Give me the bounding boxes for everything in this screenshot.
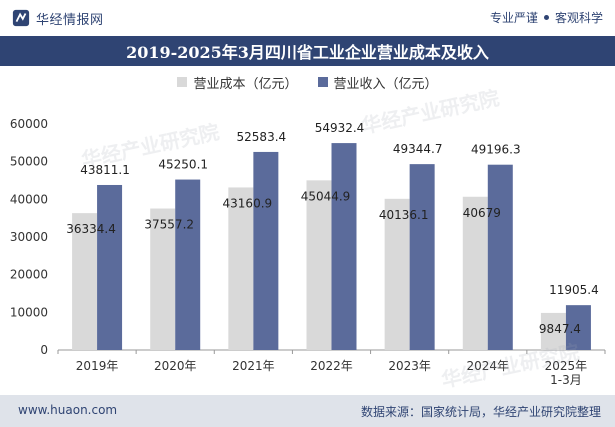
slogan-right: 客观科学 <box>554 11 603 25</box>
data-label-revenue: 11905.4 <box>549 283 599 297</box>
x-tick-label: 2024年 <box>467 359 510 373</box>
slogan-left: 专业严谨 <box>489 11 538 25</box>
data-label-revenue: 49344.7 <box>393 142 443 156</box>
y-tick-label: 20000 <box>10 268 48 282</box>
y-tick-label: 50000 <box>10 155 48 169</box>
data-label-revenue: 54932.4 <box>315 121 365 135</box>
bar-cost <box>228 187 254 350</box>
bar-revenue <box>565 305 591 350</box>
bar-cost <box>540 312 566 350</box>
data-label-cost: 43160.9 <box>223 196 273 210</box>
title-bar: 2019-2025年3月四川省工业企业营业成本及收入 <box>0 36 615 66</box>
x-tick-label: 2021年 <box>232 359 275 373</box>
slogan: 专业严谨 客观科学 <box>490 9 603 26</box>
top-bar: 华经情报网 专业严谨 客观科学 <box>0 0 615 36</box>
bar-cost <box>462 196 488 350</box>
legend-item-revenue: 营业收入（亿元） <box>317 73 438 92</box>
footer: www.huaon.com 数据来源：国家统计局，华经产业研究院整理 <box>0 395 615 427</box>
bar-revenue <box>253 151 279 350</box>
data-label-cost: 45044.9 <box>301 189 351 203</box>
data-label-revenue: 45250.1 <box>158 158 208 172</box>
x-tick-label: 2020年 <box>154 359 197 373</box>
huajing-logo-icon <box>12 9 30 27</box>
chart-legend: 营业成本（亿元） 营业收入（亿元） <box>0 72 615 92</box>
bullet-icon <box>543 15 549 20</box>
chart-title: 2019-2025年3月四川省工业企业营业成本及收入 <box>126 43 489 62</box>
data-label-cost: 9847.4 <box>539 322 581 336</box>
x-tick-label: 2022年 <box>310 359 353 373</box>
data-source: 数据来源：国家统计局，华经产业研究院整理 <box>360 405 601 419</box>
bar-cost <box>306 180 332 350</box>
data-label-cost: 36334.4 <box>66 222 116 236</box>
x-tick-label: 2023年 <box>388 359 431 373</box>
legend-swatch-cost <box>177 77 188 87</box>
bar-cost <box>384 198 410 350</box>
data-label-revenue: 49196.3 <box>471 143 521 157</box>
bar-revenue <box>487 164 513 350</box>
bar-revenue <box>97 184 123 350</box>
x-tick-label: 2025年 <box>545 359 588 373</box>
bar-revenue <box>409 164 435 350</box>
legend-label-cost: 营业成本（亿元） <box>193 76 298 92</box>
y-tick-label: 30000 <box>10 230 48 244</box>
data-label-cost: 37557.2 <box>144 218 194 232</box>
bar-cost <box>150 208 176 350</box>
y-tick-label: 10000 <box>10 305 48 319</box>
y-tick-label: 60000 <box>10 117 48 131</box>
bar-revenue <box>175 179 201 350</box>
bar-cost <box>72 213 98 350</box>
brand-name: 华经情报网 <box>36 12 104 28</box>
brand: 华经情报网 <box>12 8 104 28</box>
data-label-cost: 40679 <box>463 206 501 220</box>
y-tick-label: 0 <box>40 343 48 357</box>
bar-revenue <box>331 143 357 350</box>
y-tick-label: 40000 <box>10 192 48 206</box>
x-tick-label: 1-3月 <box>550 373 582 387</box>
legend-label-revenue: 营业收入（亿元） <box>333 76 438 92</box>
legend-item-cost: 营业成本（亿元） <box>177 73 298 92</box>
footer-url: www.huaon.com <box>18 403 118 417</box>
data-label-revenue: 43811.1 <box>80 163 130 177</box>
data-label-cost: 40136.1 <box>379 208 429 222</box>
bar-chart: 0 10000 20000 30000 40000 50000 60000 36334.4 43… <box>10 117 606 387</box>
legend-swatch-revenue <box>317 77 328 87</box>
data-label-revenue: 52583.4 <box>237 130 287 144</box>
x-tick-label: 2019年 <box>76 359 119 373</box>
